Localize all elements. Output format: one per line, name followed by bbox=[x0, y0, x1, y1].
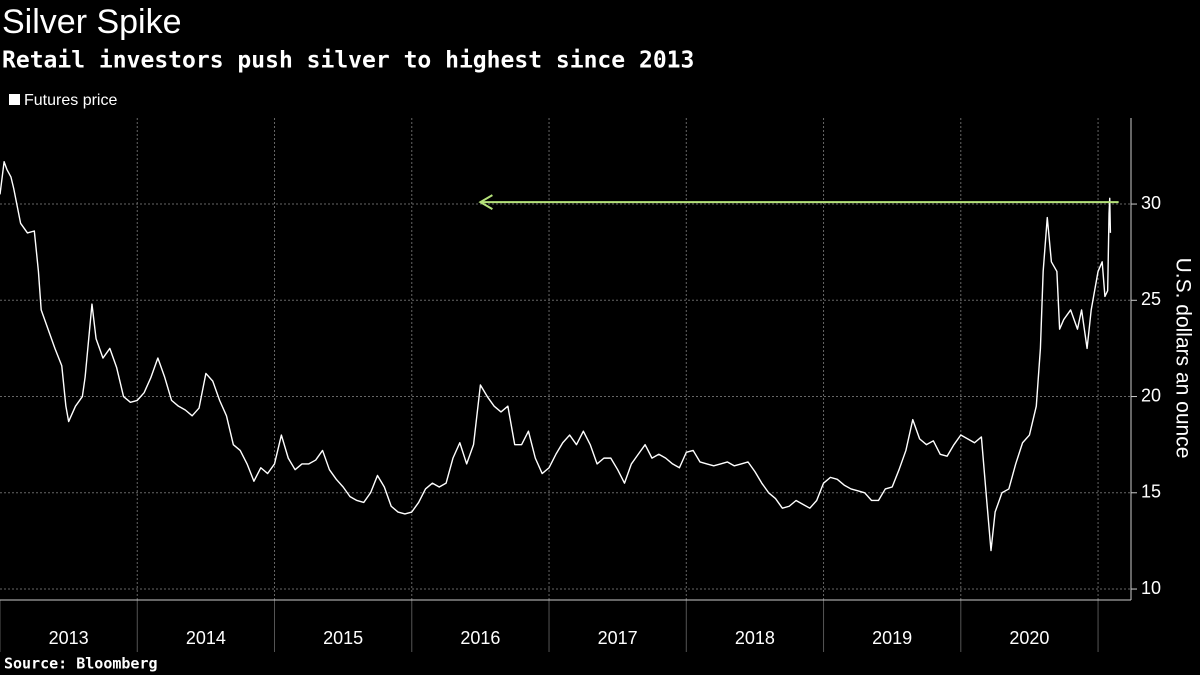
y-tick-label: 25 bbox=[1141, 289, 1161, 309]
x-tick-label: 2017 bbox=[598, 628, 638, 648]
y-tick-label: 15 bbox=[1141, 482, 1161, 502]
y-tick-label: 10 bbox=[1141, 578, 1161, 598]
x-tick-label: 2020 bbox=[1009, 628, 1049, 648]
x-tick-label: 2015 bbox=[323, 628, 363, 648]
price-line bbox=[0, 161, 1112, 552]
chart-subtitle: Retail investors push silver to highest … bbox=[2, 48, 694, 74]
chart-title: Silver Spike bbox=[2, 3, 182, 41]
x-tick-label: 2019 bbox=[872, 628, 912, 648]
x-tick-label: 2014 bbox=[186, 628, 226, 648]
arrow-head bbox=[478, 194, 493, 210]
x-tick-label: 2016 bbox=[460, 628, 500, 648]
y-axis-label: U.S. dollars an ounce bbox=[1171, 258, 1194, 459]
x-tick-label: 2018 bbox=[735, 628, 775, 648]
legend-swatch bbox=[9, 94, 20, 105]
source-note: Source: Bloomberg bbox=[4, 655, 158, 673]
y-tick-label: 20 bbox=[1141, 385, 1161, 405]
legend-label: Futures price bbox=[24, 92, 117, 109]
y-tick-label: 30 bbox=[1141, 193, 1161, 213]
x-tick-label: 2013 bbox=[49, 628, 89, 648]
